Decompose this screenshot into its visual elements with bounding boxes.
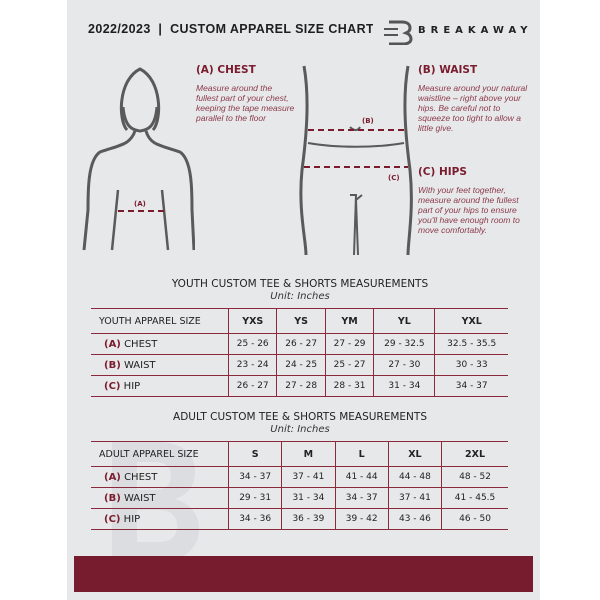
measure-name: HIP [123, 513, 141, 525]
measure-value: 36 - 39 [281, 508, 336, 530]
measure-value: 34 - 37 [334, 487, 389, 509]
measure-value: 29 - 32.5 [373, 333, 435, 355]
measure-label: (C) HIP [91, 375, 229, 397]
measure-value: 30 - 33 [434, 354, 508, 376]
measure-value: 39 - 42 [334, 508, 389, 530]
measure-letter: (B) [104, 492, 121, 504]
size-col: 2XL [441, 441, 508, 467]
measure-letter: (C) [104, 380, 121, 392]
hips-heading: (C) HIPS [418, 166, 467, 178]
table-header-row: ADULT APPAREL SIZE S M L XL 2XL [91, 441, 508, 467]
measure-value: 31 - 34 [373, 375, 435, 397]
waist-instructions: Measure around your natural waistline – … [418, 83, 528, 133]
size-col: YS [276, 308, 326, 334]
measure-value: 32.5 - 35.5 [434, 333, 508, 355]
chest-heading: (A) CHEST [196, 64, 256, 76]
measure-name: CHEST [124, 338, 158, 350]
measure-value: 27 - 28 [276, 375, 326, 397]
size-col: XL [387, 441, 442, 467]
page-title: 2022/2023 | CUSTOM APPAREL SIZE CHART [88, 22, 373, 36]
adult-size-table: ADULT APPAREL SIZE S M L XL 2XL (A) CHES… [91, 441, 508, 530]
measure-value: 27 - 30 [373, 354, 435, 376]
measure-value: 37 - 41 [387, 487, 442, 509]
chest-marker: (A) [134, 200, 146, 208]
measure-letter: (C) [104, 513, 121, 525]
youth-unit: Unit: Inches [270, 291, 330, 302]
measure-value: 28 - 31 [324, 375, 374, 397]
measure-value: 25 - 26 [227, 333, 277, 355]
measure-value: 34 - 36 [227, 508, 282, 530]
measure-label: (B) WAIST [91, 487, 229, 509]
measure-label: (A) CHEST [91, 466, 229, 488]
measure-value: 46 - 50 [441, 508, 508, 530]
table-header-row: YOUTH APPAREL SIZE YXS YS YM YL YXL [91, 308, 508, 334]
adult-unit: Unit: Inches [270, 424, 330, 435]
measure-value: 44 - 48 [387, 466, 442, 488]
size-header: YOUTH APPAREL SIZE [91, 308, 229, 334]
waist-heading: (B) WAIST [418, 64, 478, 76]
measure-value: 26 - 27 [227, 375, 277, 397]
table-row: (A) CHEST 25 - 26 26 - 27 27 - 29 29 - 32.5 3… [91, 333, 508, 355]
waist-marker: (B) [362, 117, 374, 125]
size-col: L [334, 441, 389, 467]
measure-name: HIP [123, 380, 141, 392]
measure-value: 43 - 46 [387, 508, 442, 530]
measure-value: 37 - 41 [281, 466, 336, 488]
measure-value: 34 - 37 [227, 466, 282, 488]
measure-value: 26 - 27 [276, 333, 326, 355]
measure-name: WAIST [123, 492, 156, 504]
measure-value: 41 - 44 [334, 466, 389, 488]
measure-label: (A) CHEST [91, 333, 229, 355]
measure-value: 31 - 34 [281, 487, 336, 509]
hips-instructions: With your feet together, measure around … [418, 185, 520, 235]
hip-marker: (C) [388, 174, 400, 182]
measure-letter: (B) [104, 359, 121, 371]
chest-instructions: Measure around the fullest part of your … [196, 83, 295, 123]
lower-body-figure: (B) (C) [299, 65, 413, 255]
footer-bar [74, 556, 533, 592]
table-row: (C) HIP 34 - 36 36 - 39 39 - 42 43 - 46 46 - … [91, 508, 508, 530]
measure-label: (B) WAIST [91, 354, 229, 376]
measure-letter: (A) [104, 338, 121, 350]
measure-value: 24 - 25 [276, 354, 326, 376]
measure-value: 41 - 45.5 [441, 487, 508, 509]
measure-value: 48 - 52 [441, 466, 508, 488]
measure-name: CHEST [124, 471, 158, 483]
measure-label: (C) HIP [91, 508, 229, 530]
size-col: YXS [227, 308, 277, 334]
adult-table-title: ADULT CUSTOM TEE & SHORTS MEASUREMENTS [173, 411, 427, 423]
table-row: (C) HIP 26 - 27 27 - 28 28 - 31 31 - 34 34 - … [91, 375, 508, 397]
size-header: ADULT APPAREL SIZE [91, 441, 229, 467]
measure-letter: (A) [104, 471, 121, 483]
measure-value: 34 - 37 [434, 375, 508, 397]
measure-name: WAIST [123, 359, 156, 371]
measure-value: 29 - 31 [227, 487, 282, 509]
table-row: (B) WAIST 29 - 31 31 - 34 34 - 37 37 - 41 41 … [91, 487, 508, 509]
breakaway-logo-icon [384, 20, 413, 45]
upper-body-figure: (A) [82, 67, 195, 251]
size-col: S [227, 441, 282, 467]
brand-name: BREAKAWAY [418, 25, 533, 36]
youth-table-title: YOUTH CUSTOM TEE & SHORTS MEASUREMENTS [171, 278, 429, 290]
table-row: (B) WAIST 23 - 24 24 - 25 25 - 27 27 - 30 30 … [91, 354, 508, 376]
measure-value: 25 - 27 [324, 354, 374, 376]
measure-value: 27 - 29 [324, 333, 374, 355]
size-col: YL [373, 308, 435, 334]
measure-value: 23 - 24 [227, 354, 277, 376]
size-col: YXL [434, 308, 508, 334]
size-col: YM [324, 308, 374, 334]
youth-size-table: YOUTH APPAREL SIZE YXS YS YM YL YXL (A) … [91, 308, 508, 397]
size-col: M [281, 441, 336, 467]
table-row: (A) CHEST 34 - 37 37 - 41 41 - 44 44 - 48 48 … [91, 466, 508, 488]
